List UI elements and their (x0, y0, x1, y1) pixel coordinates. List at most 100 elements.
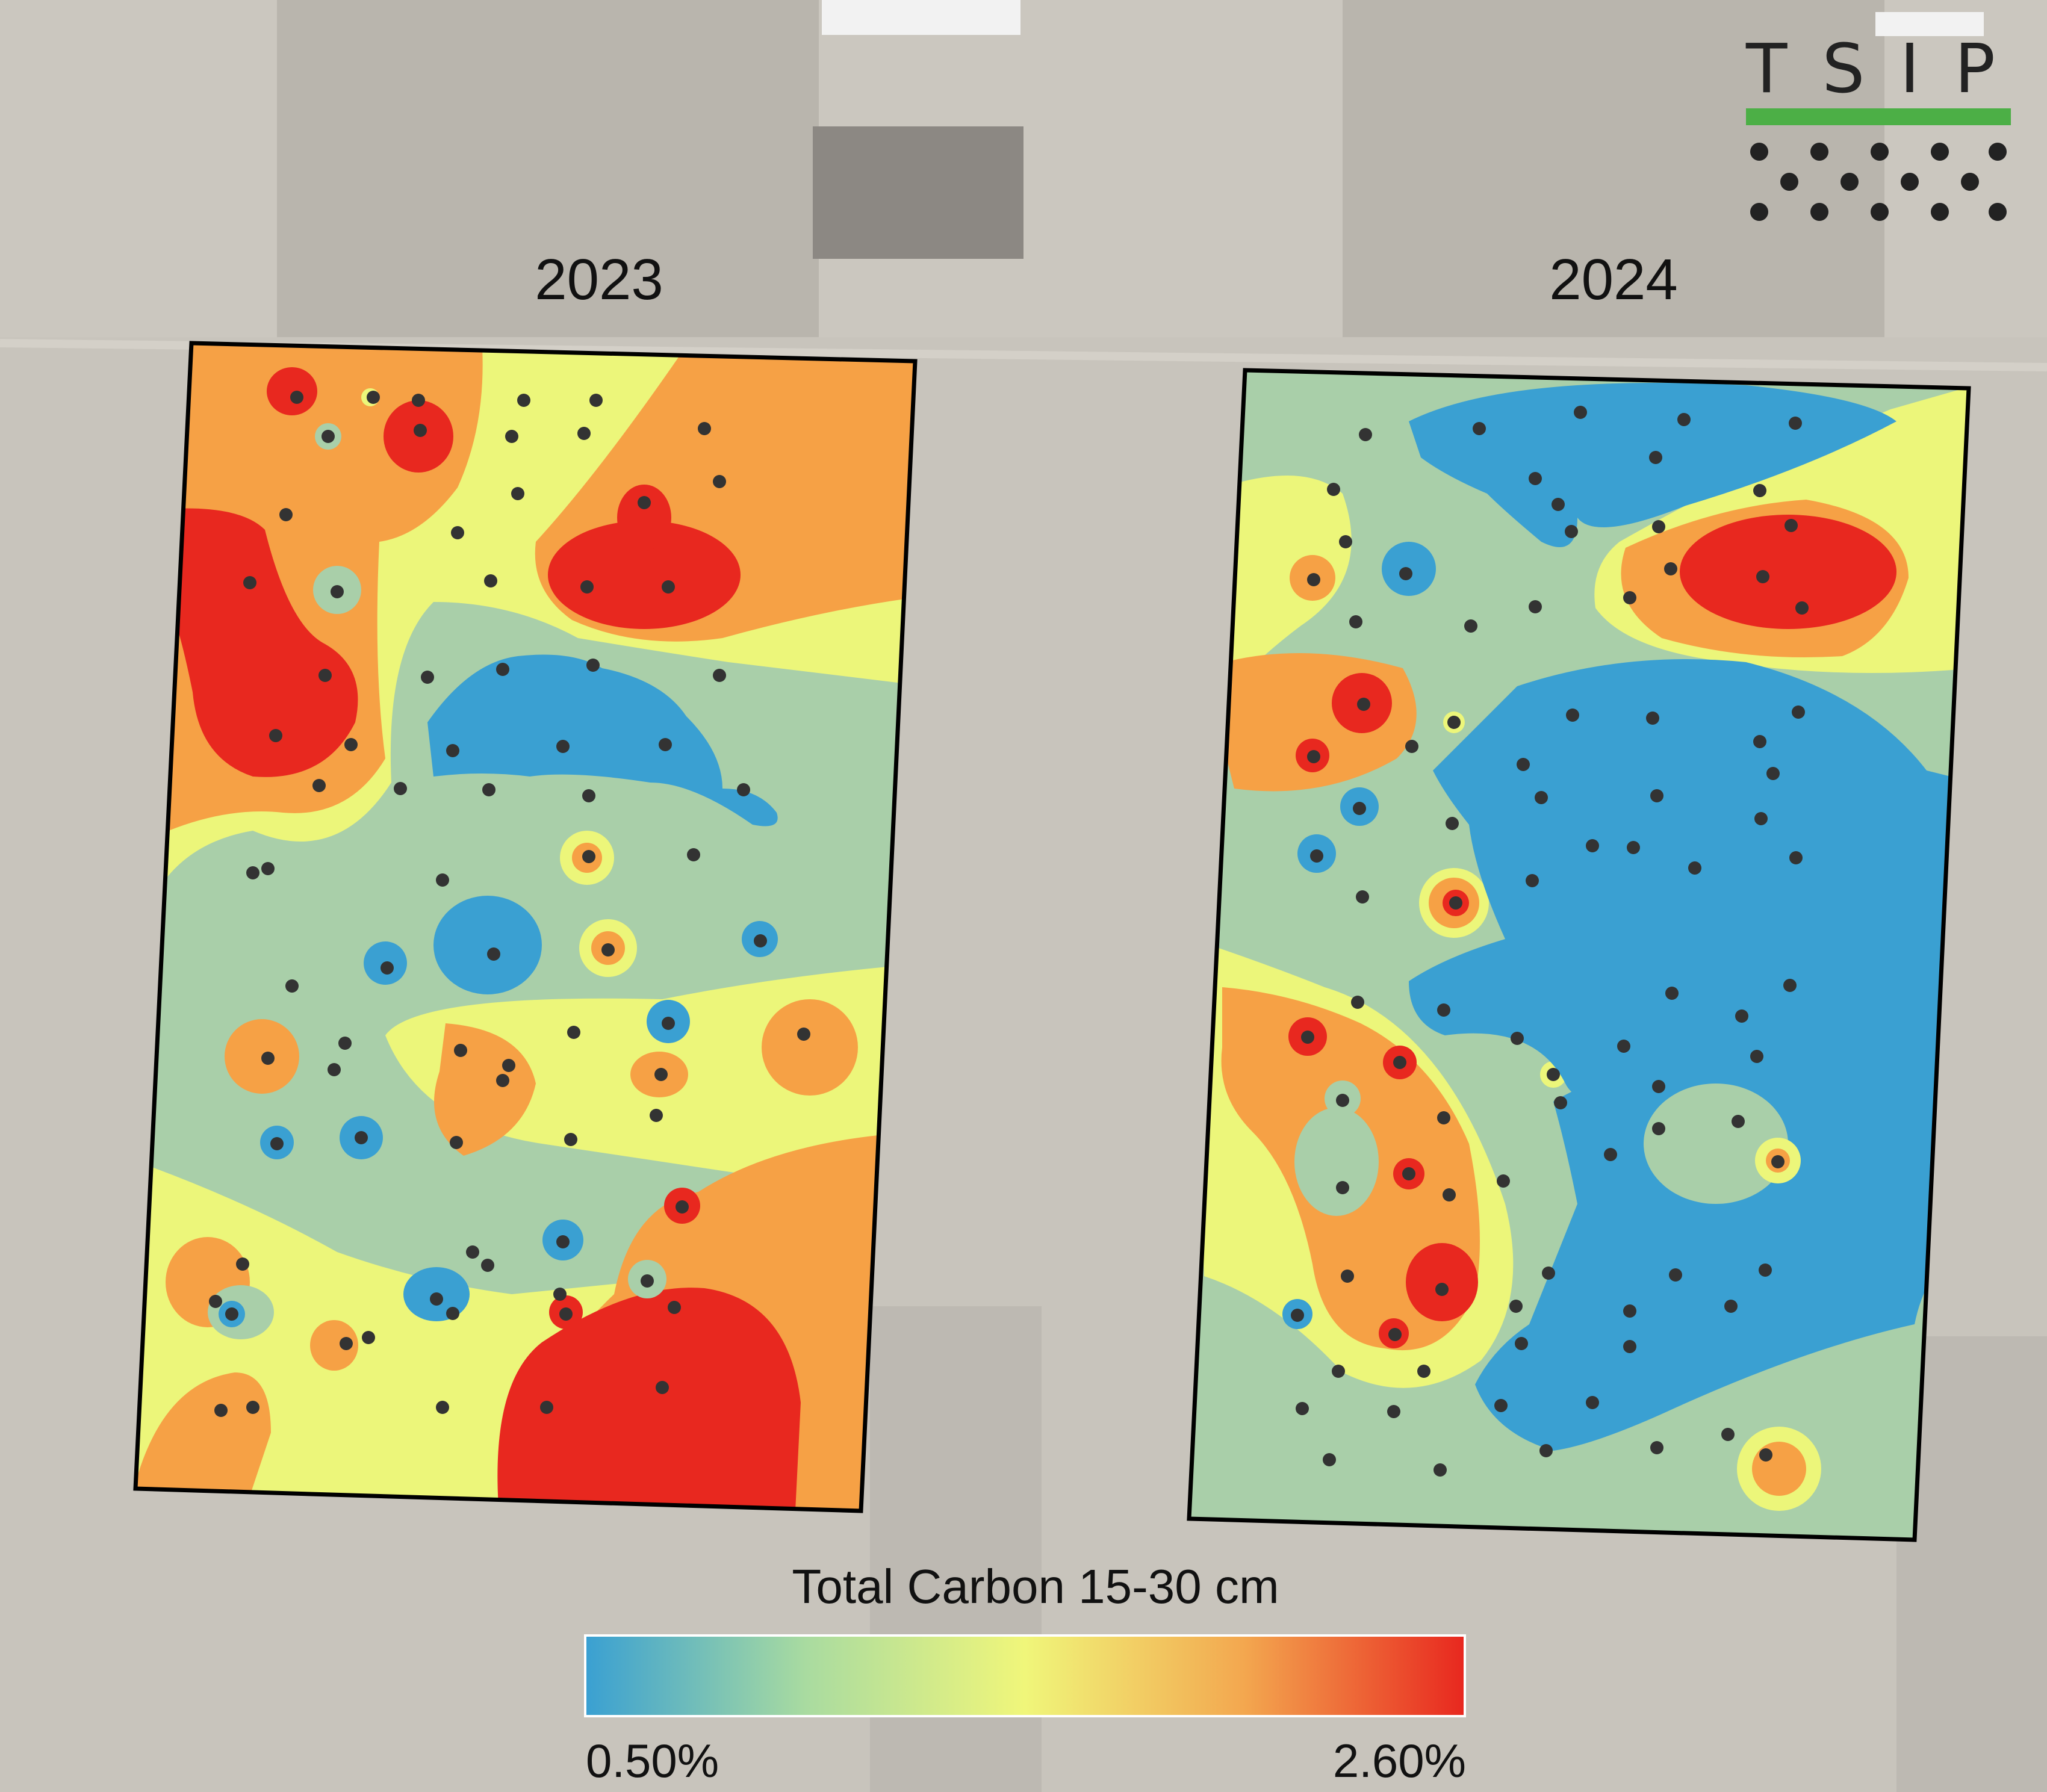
sample-point (1652, 1080, 1665, 1093)
sample-point (1623, 1304, 1636, 1318)
sample-point (1339, 535, 1352, 548)
sample-point (446, 1307, 459, 1320)
sample-point (567, 1026, 580, 1039)
sample-point (1356, 890, 1369, 904)
sample-point (1323, 1453, 1336, 1466)
sample-point (1574, 406, 1587, 419)
sample-point (269, 729, 282, 742)
sample-point (1677, 413, 1691, 426)
sample-point (1464, 619, 1477, 633)
sample-point (1669, 1268, 1682, 1282)
sample-point (517, 394, 530, 407)
sample-point (1554, 1096, 1567, 1109)
sample-point (601, 943, 615, 956)
sample-point (1617, 1040, 1630, 1053)
sample-point (1359, 428, 1372, 441)
sample-point (1296, 1402, 1309, 1415)
sample-point (312, 779, 326, 792)
sample-point (1649, 451, 1662, 464)
sample-point (466, 1245, 479, 1259)
sample-point (1785, 519, 1798, 532)
sample-point (454, 1044, 467, 1057)
sample-point (1766, 767, 1780, 780)
sample-point (318, 669, 332, 682)
sample-point (1447, 716, 1461, 729)
sample-point (1652, 520, 1665, 533)
sample-point (1753, 484, 1766, 497)
logo-dots-icon (1750, 143, 2007, 221)
sample-point (1792, 705, 1805, 719)
sample-point (505, 430, 518, 443)
sample-point (1542, 1266, 1555, 1280)
sample-point (1535, 791, 1548, 804)
sample-point (290, 391, 303, 404)
sample-point (1351, 996, 1364, 1009)
sample-point (650, 1109, 663, 1122)
sample-point (1341, 1270, 1354, 1283)
legend-title: Total Carbon 15-30 cm (792, 1560, 1279, 1613)
field-boundary-2024 (1187, 368, 1971, 1542)
sample-point (1307, 573, 1320, 586)
sample-point (246, 866, 259, 879)
sample-point (582, 850, 595, 863)
sample-point (1586, 1396, 1599, 1409)
sample-point (1336, 1094, 1349, 1107)
sample-point (1529, 600, 1542, 613)
sample-point (450, 1136, 463, 1149)
sample-point (1623, 591, 1636, 604)
sample-point (1417, 1365, 1430, 1378)
sample-point (1497, 1174, 1510, 1188)
sample-point (698, 422, 711, 435)
sample-point (1652, 1122, 1665, 1135)
sample-point (321, 430, 335, 443)
sample-point (656, 1381, 669, 1394)
sample-point (1732, 1115, 1745, 1128)
sample-point (451, 526, 464, 539)
sample-point (1327, 483, 1340, 496)
sample-point (577, 427, 591, 440)
sample-point (559, 1307, 573, 1321)
sample-point (1307, 750, 1320, 763)
sample-point (1735, 1009, 1748, 1023)
sample-point (261, 1052, 275, 1065)
sample-point (1754, 812, 1768, 825)
sample-point (1509, 1300, 1523, 1313)
sample-point (654, 1068, 668, 1081)
sample-point (285, 979, 299, 993)
sample-point (1399, 567, 1412, 580)
sample-point (1750, 1050, 1763, 1063)
sample-point (797, 1028, 810, 1041)
sample-point (586, 659, 600, 672)
sample-point (362, 1331, 375, 1344)
sample-point (482, 783, 495, 796)
sample-point (1759, 1448, 1772, 1462)
sample-point (1393, 1056, 1406, 1069)
sample-point (676, 1200, 689, 1214)
sample-point (1756, 570, 1769, 583)
sample-point (1627, 841, 1640, 854)
sample-point (243, 576, 256, 589)
sample-point (1449, 896, 1462, 910)
sample-point (436, 873, 449, 887)
sample-point (236, 1257, 249, 1271)
sample-point (1539, 1444, 1553, 1457)
sample-point (1771, 1155, 1785, 1168)
sample-point (638, 496, 651, 509)
legend-min-label: 0.50% (586, 1734, 719, 1787)
sample-point (1664, 562, 1677, 575)
sample-point (556, 1235, 570, 1248)
sample-point (484, 574, 497, 588)
panel-title-2023: 2023 (535, 247, 663, 312)
sample-point (1405, 740, 1418, 753)
sample-point (367, 391, 380, 404)
sample-point (1357, 698, 1370, 711)
sample-point (713, 669, 726, 682)
sample-point (1443, 1188, 1456, 1201)
sample-point (214, 1404, 228, 1417)
sample-point (1753, 735, 1766, 748)
sample-point (1650, 789, 1663, 802)
sample-point (225, 1307, 238, 1321)
sample-point (1724, 1300, 1738, 1313)
sample-point (270, 1137, 284, 1150)
